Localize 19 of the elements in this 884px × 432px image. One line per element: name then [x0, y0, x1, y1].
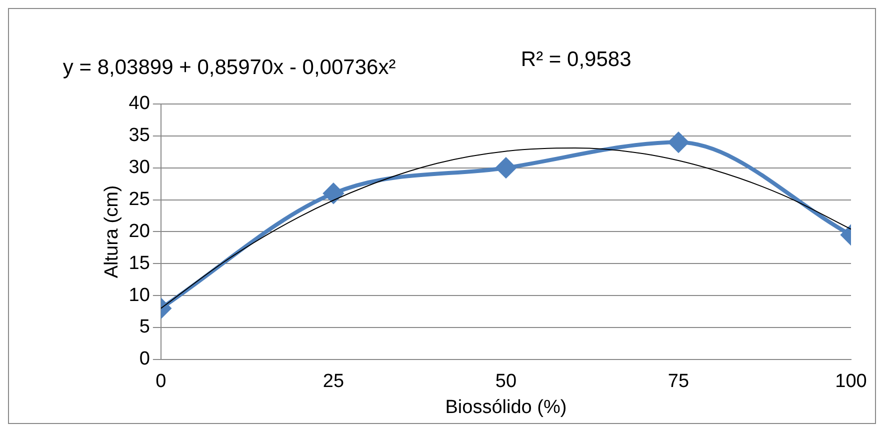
x-tick-label: 50	[495, 371, 517, 392]
y-tick-label: 30	[128, 157, 150, 178]
y-tick-label: 5	[139, 316, 150, 338]
point	[496, 158, 516, 178]
text: y = 8,03899 + 0,85970x - 0,00736x²	[62, 56, 396, 79]
y-tick-label: 20	[128, 220, 150, 242]
y-tick-label: 10	[128, 284, 150, 306]
x-tick-label: 75	[668, 371, 690, 392]
x-tick-label: 0	[156, 371, 166, 392]
y-tick-label: 0	[139, 348, 150, 370]
y-tick-label: 40	[128, 93, 150, 114]
y-axis-title: Altura (cm)	[102, 185, 123, 278]
y-tick-label: 35	[128, 125, 150, 146]
y-tick-label: 25	[128, 189, 150, 210]
text: R² = 0,9583	[520, 48, 632, 71]
x-tick-label: 100	[835, 371, 867, 392]
x-axis-title: Biossólido (%)	[445, 396, 567, 418]
x-tick-label: 25	[322, 371, 344, 392]
y-tick-label: 15	[128, 252, 150, 274]
